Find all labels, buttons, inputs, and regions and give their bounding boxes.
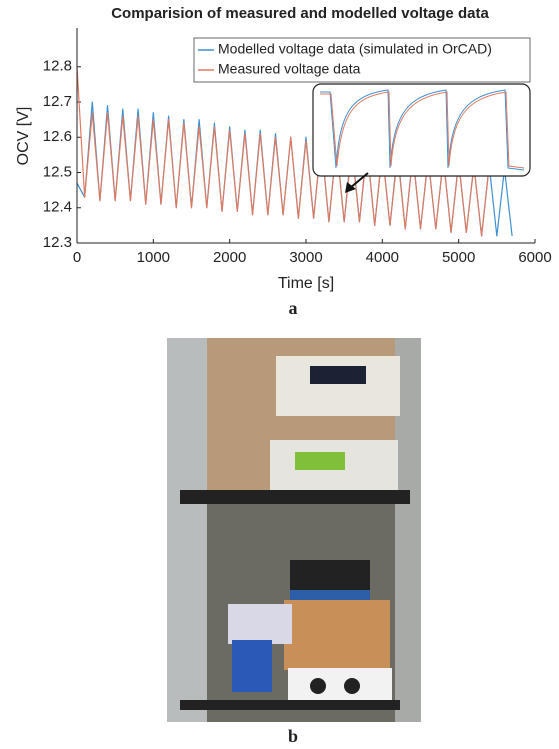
y-tick-label: 12.5	[43, 163, 72, 180]
x-axis-label: Time [s]	[278, 275, 334, 292]
photo	[167, 338, 421, 722]
inset-curve	[320, 89, 525, 171]
display	[310, 366, 366, 384]
x-tick-label: 2000	[213, 249, 246, 266]
x-tick-label: 6000	[518, 249, 551, 266]
x-tick-label: 1000	[137, 249, 170, 266]
display	[295, 452, 345, 470]
legend: Modelled voltage data (simulated in OrCA…	[193, 37, 531, 83]
panel-label: a	[289, 298, 298, 318]
inset-box	[312, 83, 531, 177]
arrow-head	[345, 182, 356, 193]
knob	[310, 678, 326, 694]
board	[228, 604, 292, 644]
rack-post	[167, 338, 207, 722]
chart-title: Comparision of measured and modelled vol…	[111, 5, 489, 22]
y-tick-label: 12.7	[43, 93, 72, 110]
relay-board	[232, 640, 272, 692]
x-tick-label: 3000	[289, 249, 322, 266]
knob	[344, 678, 360, 694]
arrow	[349, 172, 369, 189]
y-tick-label: 12.6	[43, 128, 72, 145]
legend-label: Measured voltage data	[218, 61, 361, 77]
y-tick-label: 12.3	[43, 234, 72, 251]
inset	[312, 83, 531, 193]
legend-label: Modelled voltage data (simulated in OrCA…	[218, 41, 492, 57]
x-tick-label: 5000	[442, 249, 475, 266]
shelf	[180, 700, 400, 710]
shelf	[180, 490, 410, 504]
y-axis-label: OCV [V]	[15, 107, 32, 166]
data-line	[76, 66, 490, 237]
box	[284, 600, 390, 670]
y-tick-label: 12.4	[43, 199, 72, 216]
y-tick-label: 12.8	[43, 58, 72, 75]
x-tick-label: 0	[73, 249, 81, 266]
legend-box	[193, 37, 531, 83]
panel-label: b	[288, 726, 298, 746]
multimeter	[276, 356, 400, 416]
inset-curve	[320, 91, 525, 169]
x-tick-label: 4000	[366, 249, 399, 266]
